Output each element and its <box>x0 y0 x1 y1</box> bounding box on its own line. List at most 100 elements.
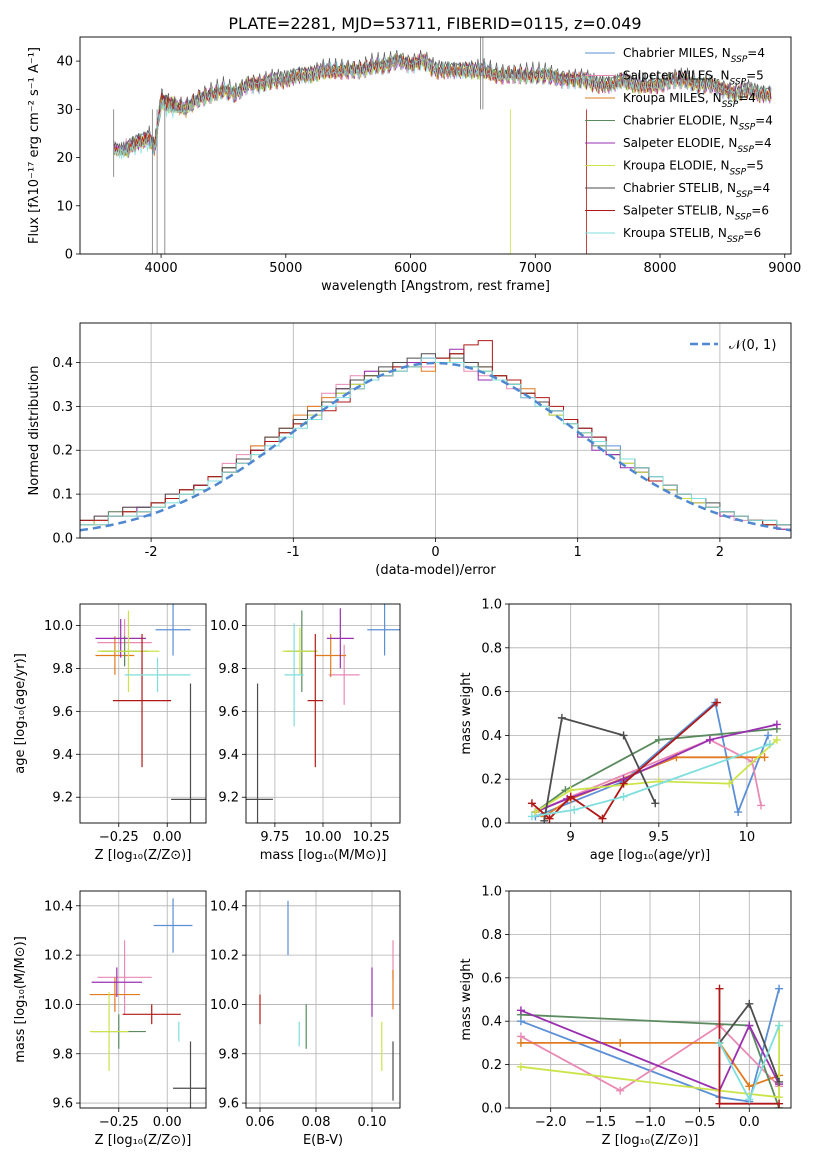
mass_vs_Z-ytick-label: 9.6 <box>52 1097 73 1112</box>
mass_vs_Z-axes <box>76 891 206 1112</box>
residuals-frame <box>79 322 792 539</box>
weights_vs_age-series-line <box>531 743 771 818</box>
weights_vs_age-axes <box>505 603 791 827</box>
spectrum-xtick-label: 6000 <box>394 261 427 276</box>
spectrum-frame <box>79 36 792 255</box>
mass_vs_ebv-ytick-label: 10.0 <box>210 998 239 1013</box>
spectrum-lines <box>113 37 772 254</box>
weights_vs_Z-ytick-label: 0.2 <box>481 1058 502 1073</box>
weights_vs_age-marker <box>540 816 549 823</box>
weights_vs_Z-ytick-label: 0.8 <box>481 928 502 943</box>
age_vs_Z-errorbars <box>95 604 206 823</box>
weights_vs_age-marker <box>772 720 781 729</box>
weights_vs_Z-xtick-label: −1.5 <box>585 1115 617 1130</box>
weights_vs_Z-xtick-label: −2.0 <box>535 1115 567 1130</box>
residuals-ytick-label: 0.4 <box>52 356 73 371</box>
weights_vs_Z-frame <box>508 890 792 1109</box>
weights_vs_age-ylabel: mass weight <box>459 672 474 754</box>
weights_vs_age-marker <box>705 735 714 744</box>
weights_vs_age-lines <box>527 698 781 823</box>
residuals-xtick-label: -1 <box>287 545 300 560</box>
age_vs_Z-axes <box>76 604 206 827</box>
weights_vs_age-marker <box>527 812 536 821</box>
weights_vs_age-marker <box>725 779 734 788</box>
mass_vs_Z-ytick-label: 10.4 <box>44 899 73 914</box>
weights_vs_Z-marker <box>516 1006 525 1015</box>
age_vs_Z-ytick-label: 10.0 <box>44 619 73 634</box>
age_vs_mass-ytick-label: 9.6 <box>218 705 239 720</box>
weights_vs_age-series-line <box>535 738 762 813</box>
spectrum-xtick-label: 4000 <box>145 261 178 276</box>
weights_vs_age-marker <box>651 799 660 808</box>
weights_vs_Z-xtick-label: −0.5 <box>684 1115 716 1130</box>
weights_vs_Z-marker <box>745 1082 754 1091</box>
weights_vs_age-marker <box>764 731 773 740</box>
mass_vs_Z-xlabel: Z [log₁₀(Z/Z⊙)] <box>95 1133 192 1148</box>
weights_vs_Z-ylabel: mass weight <box>459 958 474 1040</box>
weights_vs_age-series-line <box>531 701 718 820</box>
weights_vs_Z-marker <box>516 1062 525 1071</box>
figure-title: PLATE=2281, MJD=53711, FIBERID=0115, z=0… <box>228 14 641 33</box>
mass_vs_ebv-axes <box>242 891 400 1112</box>
mass_vs_ebv-xlabel: E(B-V) <box>303 1133 343 1148</box>
age_vs_mass-xtick-label: 9.75 <box>260 830 289 845</box>
spectrum-xlabel: wavelength [Angstrom, rest frame] <box>321 279 550 294</box>
age_vs_mass-xtick-label: 10.00 <box>304 830 341 845</box>
residuals-xtick-label: -2 <box>145 545 158 560</box>
weights_vs_age-marker <box>531 808 540 817</box>
weights_vs_age-marker <box>757 801 766 810</box>
weights_vs_Z-series-line <box>520 1009 780 1092</box>
weights_vs_age-ytick-label: 0.8 <box>481 641 502 656</box>
mass_vs_Z-xtick-label: 0.00 <box>153 1115 182 1130</box>
age_vs_mass-ytick-label: 9.4 <box>218 748 239 763</box>
weights_vs_age-ytick-label: 0.0 <box>481 817 502 832</box>
weights_vs_age-ytick-label: 0.2 <box>481 773 502 788</box>
spectrum-ytick-label: 0 <box>65 248 73 263</box>
weights_vs_age-xtick-label: 9 <box>567 830 575 845</box>
weights_vs_Z-marker <box>745 999 754 1008</box>
residuals-xtick-label: 1 <box>574 545 582 560</box>
residuals-legend-label: 𝒩(0, 1) <box>729 338 776 353</box>
mass_vs_ebv-xtick-label: 0.06 <box>246 1115 275 1130</box>
weights_vs_Z-ytick-label: 1.0 <box>481 885 502 900</box>
age_vs_Z-xtick-label: −0.25 <box>99 830 139 845</box>
spectrum-legend-label: Salpeter MILES, NSSP=5 <box>623 69 764 88</box>
weights_vs_Z-marker <box>516 1038 525 1047</box>
spectrum-legend-label: Salpeter STELIB, NSSP=6 <box>623 204 769 223</box>
spectrum-legend-label: Kroupa STELIB, NSSP=6 <box>623 226 761 245</box>
age_vs_Z-ytick-label: 9.2 <box>52 791 73 806</box>
age_vs_mass-frame <box>245 603 401 824</box>
mass_vs_ebv-ytick-label: 10.2 <box>210 949 239 964</box>
weights_vs_age-marker <box>619 792 628 801</box>
weights_vs_Z-marker <box>616 1038 625 1047</box>
weights_vs_age-marker <box>765 740 774 749</box>
residuals-xtick-label: 0 <box>431 545 439 560</box>
age_vs_mass-errorbars <box>246 604 400 823</box>
weights_vs_age-marker <box>619 731 628 740</box>
age_vs_Z-ytick-label: 9.4 <box>52 748 73 763</box>
mass_vs_Z-xtick-label: −0.25 <box>99 1115 139 1130</box>
weights_vs_Z-marker <box>715 1099 724 1108</box>
weights_vs_age-xtick-label: 10 <box>739 830 756 845</box>
weights_vs_age-marker <box>619 779 628 788</box>
weights_vs_age-marker <box>760 753 769 762</box>
age_vs_mass-ytick-label: 9.8 <box>218 662 239 677</box>
age_vs_mass-ytick-label: 9.2 <box>218 791 239 806</box>
weights_vs_Z-marker <box>775 984 784 993</box>
weights_vs_Z-marker <box>775 1021 784 1030</box>
mass_vs_Z-ytick-label: 9.8 <box>52 1047 73 1062</box>
weights_vs_age-marker <box>772 735 781 744</box>
weights_vs_age-ytick-label: 1.0 <box>481 598 502 613</box>
mass_vs_Z-ytick-label: 10.0 <box>44 998 73 1013</box>
weights_vs_age-marker <box>598 814 607 823</box>
age_vs_Z-xtick-label: 0.00 <box>153 830 182 845</box>
age_vs_Z-frame <box>79 603 207 824</box>
weights_vs_Z-xtick-label: 0.0 <box>739 1115 760 1130</box>
weights_vs_age-marker <box>654 735 663 744</box>
mass_vs_ebv-xtick-label: 0.08 <box>302 1115 331 1130</box>
spectrum-legend-label: Salpeter ELODIE, NSSP=4 <box>623 136 772 155</box>
weights_vs_age-series-line <box>543 756 765 818</box>
mass_vs_Z-frame <box>79 890 207 1109</box>
mass_vs_Z-ytick-label: 10.2 <box>44 949 73 964</box>
residuals-ytick-label: 0.2 <box>52 444 73 459</box>
